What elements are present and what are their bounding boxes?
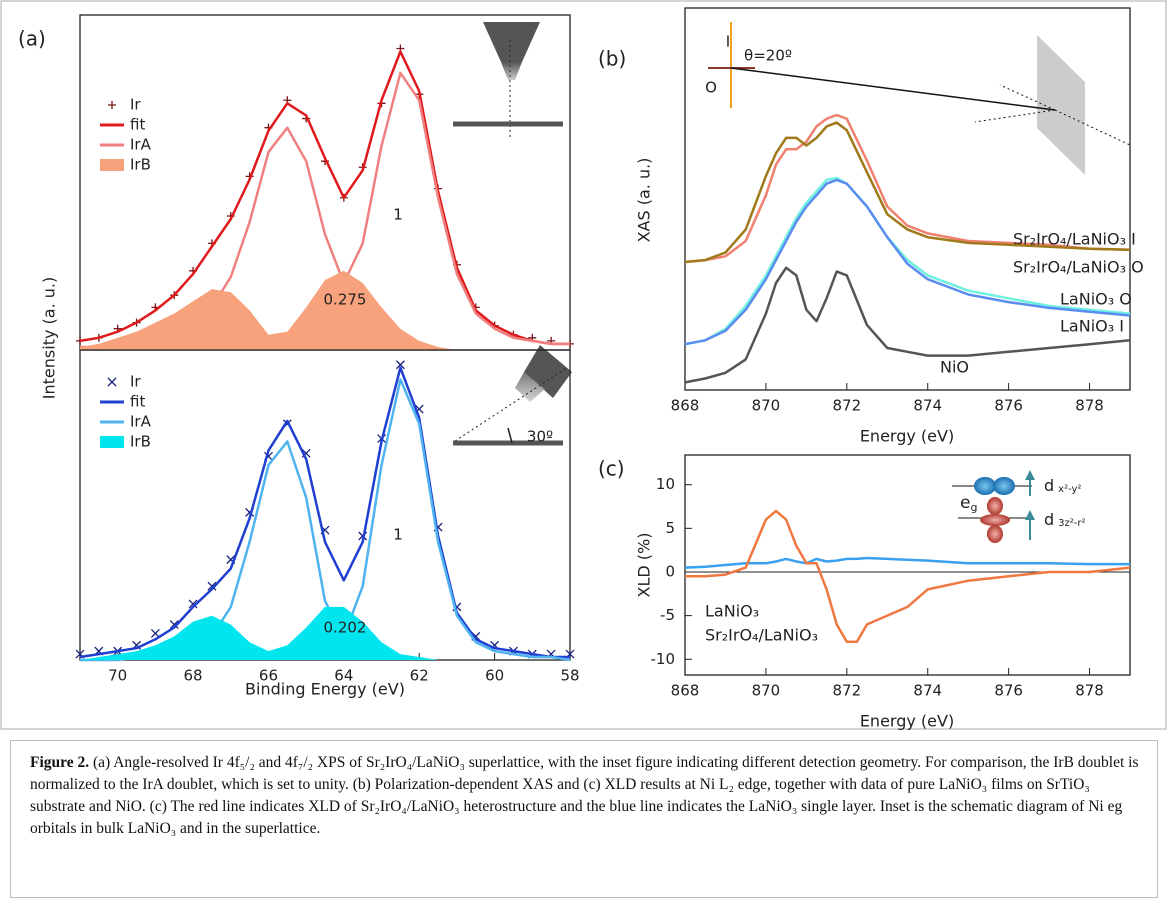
annotation: 1 (393, 526, 403, 544)
legend-label: Ir (130, 373, 141, 391)
panel-label: (b) (598, 47, 626, 71)
x-tick-label: 868 (671, 397, 700, 415)
inset-normal (453, 22, 563, 138)
legend-symbol (108, 101, 116, 109)
orbital-name: d 3z²-r² (1044, 510, 1086, 530)
annotation: 30º (527, 428, 553, 446)
x-tick-label: 878 (1075, 397, 1104, 415)
y-axis-label: XLD (%) (635, 533, 654, 598)
y-tick-label: 0 (665, 562, 675, 580)
area (80, 270, 570, 350)
caption-text: (a) Angle-resolved Ir 4f₅/₂ and 4f₇/₂ XP… (30, 754, 1139, 837)
line (684, 113, 1131, 264)
caption: Figure 2. (a) Angle-resolved Ir 4f₅/₂ an… (30, 752, 1140, 840)
y-tick-label: -10 (651, 650, 676, 668)
x-tick-label: 878 (1075, 682, 1104, 700)
data-marker (395, 360, 405, 370)
inset-grazing (453, 345, 572, 446)
x-axis-label: Binding Energy (eV) (245, 680, 405, 699)
annotation: θ=20º (744, 47, 792, 65)
legend-label: IrA (130, 413, 152, 431)
line (684, 266, 1131, 384)
x-tick-label: 66 (259, 667, 278, 685)
series-label: LaNiO₃ I (1060, 317, 1124, 336)
annotation: 0.275 (324, 291, 367, 309)
legend-label: LaNiO₃ (705, 602, 759, 621)
panel-label: (a) (18, 27, 46, 51)
orbital-name: d x²-y² (1044, 476, 1081, 496)
plot-frame (684, 7, 1131, 391)
x-tick-label: 876 (994, 397, 1023, 415)
x-tick-label: 62 (410, 667, 429, 685)
x-tick-label: 872 (832, 682, 861, 700)
caption-box (10, 740, 1158, 898)
orbital-e: e (960, 493, 970, 513)
line (684, 178, 1131, 346)
x-tick-label: 58 (560, 667, 579, 685)
x-tick-label: 64 (334, 667, 353, 685)
orbital-g: g (970, 501, 977, 514)
legend-label: Ir (130, 96, 141, 114)
figure-frame (0, 0, 1167, 730)
line (79, 50, 570, 346)
line (685, 509, 1131, 644)
legend-label: IrB (130, 433, 151, 451)
x-axis-label: Energy (eV) (860, 427, 954, 446)
x-tick-label: 870 (752, 682, 781, 700)
x-tick-label: 60 (485, 667, 504, 685)
panel-label: (c) (598, 457, 625, 481)
y-tick-label: -5 (660, 606, 675, 624)
y-tick-label: 5 (665, 519, 675, 537)
legend-label: IrA (130, 136, 152, 154)
legend-label: fit (130, 116, 145, 134)
orbital-d: d (1044, 510, 1054, 529)
x-tick-label: 874 (913, 682, 942, 700)
line (684, 121, 1131, 264)
x-tick-label: 70 (108, 667, 127, 685)
line (684, 176, 1131, 346)
series-label: Sr₂IrO₄/LaNiO₃ I (1013, 230, 1136, 249)
x-tick-label: 872 (832, 397, 861, 415)
x-axis-label: Energy (eV) (860, 712, 954, 731)
orbital-sub: 3z²-r² (1058, 518, 1085, 529)
figure: (a) Intensity (a. u.) Ir fit IrA IrB 1 0.275 Bin… (0, 0, 1167, 731)
x-tick-label: 68 (184, 667, 203, 685)
annotation: I (726, 33, 730, 51)
line (684, 556, 1130, 569)
x-tick-label: 874 (913, 397, 942, 415)
data-marker (150, 628, 160, 638)
legend-symbol (100, 159, 124, 171)
legend-label: IrB (130, 156, 151, 174)
x-tick-label: 876 (994, 682, 1023, 700)
series-label: LaNiO₃ O (1060, 290, 1132, 309)
legend-symbol (100, 436, 124, 448)
y-axis-label: XAS (a. u.) (635, 158, 654, 243)
y-tick-label: 10 (656, 475, 675, 493)
data-marker (169, 620, 179, 630)
line (79, 366, 570, 659)
data-marker (188, 599, 198, 609)
series-label: NiO (940, 358, 969, 377)
orbital-sub: x²-y² (1058, 484, 1081, 495)
legend-symbol (107, 377, 117, 387)
annotation: O (705, 79, 717, 97)
annotation: 1 (393, 206, 403, 224)
orbital-d: d (1044, 476, 1054, 495)
legend-label: Sr₂IrO₄/LaNiO₃ (705, 626, 818, 645)
x-tick-label: 870 (752, 397, 781, 415)
inset-geometry (708, 22, 1131, 175)
y-axis-label: Intensity (a. u.) (40, 277, 59, 399)
orbital-label: eg (960, 493, 977, 514)
series-label: Sr₂IrO₄/LaNiO₃ O (1013, 258, 1144, 277)
x-tick-label: 868 (671, 682, 700, 700)
annotation: 0.202 (324, 619, 367, 637)
caption-label: Figure 2. (30, 754, 90, 771)
area (80, 606, 570, 660)
inset-orbitals (952, 470, 1035, 543)
data-marker (207, 581, 217, 591)
legend-label: fit (130, 393, 145, 411)
